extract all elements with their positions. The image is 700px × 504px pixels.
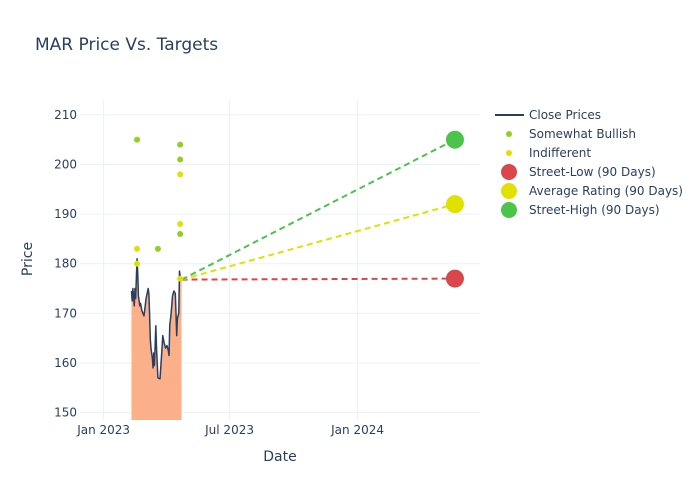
street-low-projection-line	[181, 277, 455, 281]
legend-item-street-low[interactable]: Street-Low (90 Days)	[501, 164, 656, 180]
somewhat-bullish-point	[177, 230, 184, 237]
somewhat-bullish-point	[134, 136, 141, 143]
legend-marker-swatch	[501, 164, 517, 180]
legend-item-somewhat-bullish[interactable]: Somewhat Bullish	[506, 127, 636, 141]
x-tick-label: Jan 2024	[330, 423, 384, 437]
x-axis-label: Date	[263, 449, 296, 465]
close-price-fill	[131, 258, 182, 420]
x-tick-label: Jul 2023	[204, 423, 254, 437]
y-tick-label: 190	[54, 207, 77, 221]
indifferent-point	[177, 221, 184, 228]
legend-label: Average Rating (90 Days)	[529, 184, 683, 198]
legend-item-street-high[interactable]: Street-High (90 Days)	[501, 202, 660, 218]
chart-title: MAR Price Vs. Targets	[35, 35, 218, 55]
legend[interactable]: Close Prices Somewhat Bullish Indifferent S…	[495, 108, 683, 218]
average-marker	[445, 195, 464, 214]
legend-marker-swatch	[501, 183, 517, 199]
legend-dot-swatch	[506, 150, 512, 156]
street-high-marker	[445, 130, 464, 149]
y-tick-label: 180	[54, 257, 77, 271]
legend-item-indifferent[interactable]: Indifferent	[506, 146, 591, 160]
legend-label: Street-High (90 Days)	[529, 203, 660, 217]
x-tick-label: Jan 2023	[76, 423, 130, 437]
average-projection-line	[181, 203, 456, 281]
y-tick-label: 170	[54, 306, 77, 320]
legend-label: Somewhat Bullish	[529, 127, 636, 141]
legend-item-close[interactable]: Close Prices	[495, 108, 601, 122]
legend-label: Close Prices	[529, 108, 601, 122]
street-low-marker	[445, 269, 464, 288]
y-tick-label: 160	[54, 356, 77, 370]
data-points	[134, 130, 464, 288]
indifferent-point	[177, 171, 184, 178]
somewhat-bullish-point	[177, 141, 184, 148]
somewhat-bullish-point	[177, 156, 184, 163]
close-price-area	[131, 258, 182, 420]
legend-item-average[interactable]: Average Rating (90 Days)	[501, 183, 683, 199]
close-price-line	[130, 258, 183, 380]
y-axis-label: Price	[20, 242, 36, 276]
indifferent-point	[177, 275, 184, 282]
y-tick-label: 210	[54, 108, 77, 122]
street-high-projection-line	[181, 138, 456, 281]
indifferent-point	[134, 260, 141, 267]
y-tick-label: 150	[54, 406, 77, 420]
legend-label: Indifferent	[529, 146, 591, 160]
legend-label: Street-Low (90 Days)	[529, 165, 656, 179]
y-tick-label: 200	[54, 157, 77, 171]
series-lines	[130, 138, 456, 380]
axis-ticks: 150 160 170 180 190 200 210 Jan 2023 Jul 2023 Jan…	[54, 108, 384, 437]
legend-dot-swatch	[506, 131, 512, 137]
somewhat-bullish-point	[154, 245, 161, 252]
legend-marker-swatch	[501, 202, 517, 218]
indifferent-point	[134, 245, 141, 252]
